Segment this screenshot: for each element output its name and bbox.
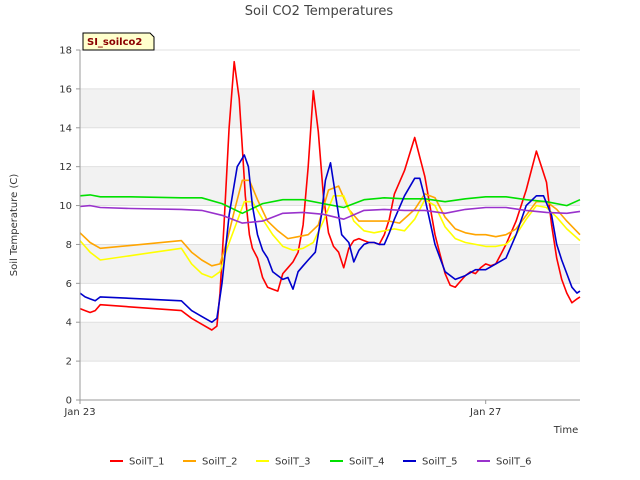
legend-item-soilt-3: SoilT_3 [256, 457, 311, 468]
y-axis-title: Soil Temperature (C) [9, 174, 20, 277]
series-line-soilt-3 [79, 195, 581, 279]
legend-label: SoilT_5 [422, 457, 458, 468]
site-tag: SI_soilco2 [82, 32, 155, 51]
legend-label: SoilT_6 [496, 457, 532, 468]
x-tick-label: Jan 23 [63, 407, 95, 418]
y-tick-label: 12 [59, 162, 72, 173]
y-tick-label: 8 [66, 240, 72, 251]
series-lines [79, 60, 581, 331]
y-tick-label: 0 [66, 396, 72, 407]
legend-label: SoilT_3 [275, 457, 311, 468]
background-band [80, 88, 580, 128]
legend-label: SoilT_1 [129, 457, 165, 468]
series-line-soilt-1 [79, 60, 581, 331]
background-band [80, 166, 580, 206]
y-tick-label: 16 [59, 84, 72, 95]
x-tick-label: Jan 27 [469, 407, 501, 418]
y-tick-label: 10 [59, 201, 72, 212]
site-tag-label: SI_soilco2 [87, 37, 142, 48]
legend-item-soilt-4: SoilT_4 [330, 457, 385, 468]
background-band [80, 244, 580, 284]
series-line-soilt-6 [79, 204, 581, 224]
y-tick-label: 4 [66, 318, 72, 329]
legend-item-soilt-2: SoilT_2 [183, 457, 238, 468]
series-line-soilt-4 [79, 194, 581, 215]
legend-label: SoilT_2 [202, 457, 238, 468]
legend-label: SoilT_4 [349, 457, 385, 468]
y-tick-label: 6 [66, 279, 72, 290]
plot-background [80, 50, 580, 400]
legend-item-soilt-6: SoilT_6 [477, 457, 532, 468]
y-tick-label: 18 [59, 46, 72, 57]
y-tick-label: 14 [59, 123, 72, 134]
background-band [80, 322, 580, 362]
legend-item-soilt-5: SoilT_5 [403, 457, 458, 468]
axes: 0 2 4 6 8 10 12 14 16 18 Jan 23 Jan 27 [59, 46, 580, 418]
legend: SoilT_1 SoilT_2 SoilT_3 SoilT_4 SoilT_5 SoilT… [110, 457, 532, 468]
series-line-soilt-5 [79, 154, 581, 324]
y-tick-label: 2 [66, 357, 72, 368]
chart-title: Soil CO2 Temperatures [245, 4, 394, 19]
legend-item-soilt-1: SoilT_1 [110, 457, 165, 468]
x-axis-title: Time [553, 425, 578, 436]
